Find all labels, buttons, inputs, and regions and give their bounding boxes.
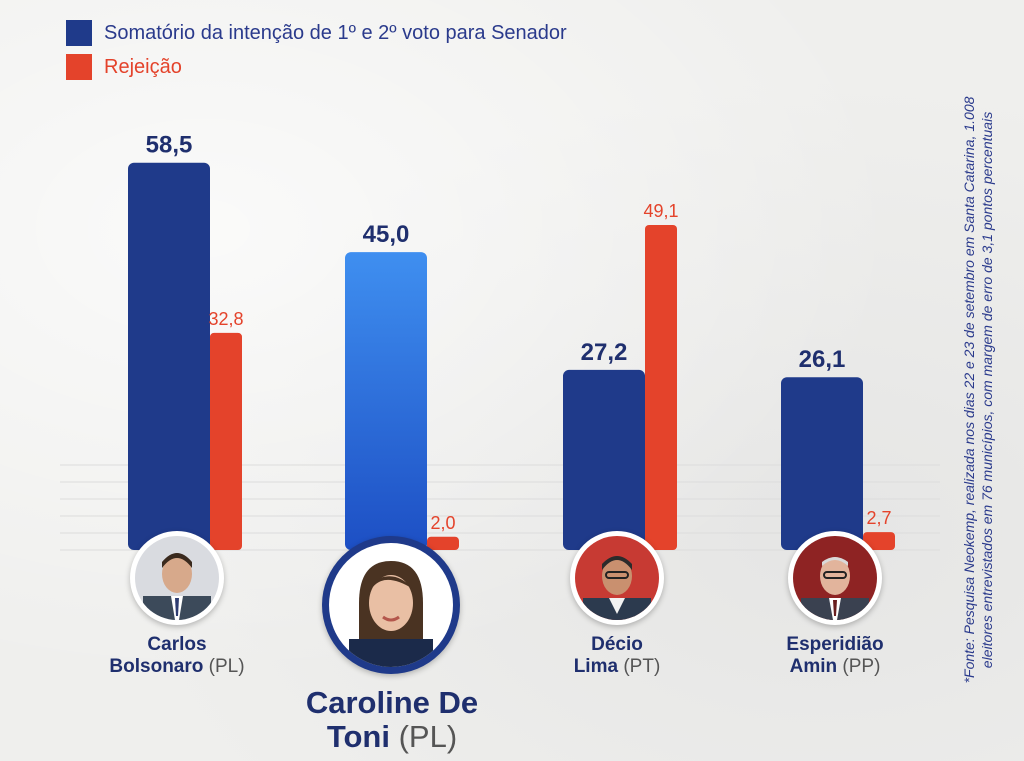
legend-item-rejection: Rejeição	[66, 50, 567, 84]
candidate-first-name: Esperidião	[786, 634, 884, 655]
candidate-first-name: Caroline De	[305, 685, 479, 720]
data-label-intention: 26,1	[799, 346, 846, 373]
source-note: *Fonte: Pesquisa Neokemp, realizada nos …	[961, 96, 995, 684]
bar-rejection	[427, 536, 459, 550]
legend: Somatório da intenção de 1º e 2º voto pa…	[66, 16, 567, 84]
candidate-first-name: Décio	[591, 634, 643, 655]
avatar-caroline-de-toni	[322, 536, 460, 674]
avatar-decio-lima	[570, 531, 664, 625]
data-label-rejection: 49,1	[643, 201, 678, 221]
avatar-carlos-bolsonaro	[130, 531, 224, 625]
candidate-party: (PP)	[842, 656, 881, 677]
candidate-name-decio-lima: Décio Lima (PT)	[546, 634, 688, 678]
legend-swatch-intention	[66, 20, 92, 46]
bar-intention	[781, 377, 863, 550]
candidate-name-caroline-de-toni: Caroline De Toni (PL)	[280, 686, 504, 754]
portrait-icon	[329, 543, 453, 667]
legend-label-intention: Somatório da intenção de 1º e 2º voto pa…	[104, 21, 567, 44]
candidate-party: (PL)	[208, 656, 245, 677]
candidate-first-name: Carlos	[147, 634, 207, 655]
bar-rejection	[645, 224, 677, 550]
bar-intention	[345, 252, 427, 550]
candidate-last-name-row: Lima (PT)	[546, 656, 688, 678]
portrait-icon	[575, 536, 659, 620]
candidate-last-name: Lima	[573, 656, 619, 677]
data-label-intention: 45,0	[363, 221, 410, 248]
legend-item-intention: Somatório da intenção de 1º e 2º voto pa…	[66, 16, 567, 50]
bar-intention	[563, 369, 645, 550]
candidate-last-name-row: Amin (PP)	[756, 656, 914, 678]
candidate-last-name: Amin	[789, 656, 838, 677]
bar-intention	[128, 162, 210, 551]
candidate-last-name-row: Bolsonaro (PL)	[96, 656, 258, 678]
candidate-last-name: Toni	[326, 719, 390, 754]
data-label-intention: 58,5	[146, 132, 193, 159]
bar-rejection	[863, 532, 895, 550]
avatar-esperidiao-amin	[788, 531, 882, 625]
candidate-party: (PT)	[623, 656, 661, 677]
portrait-icon	[135, 536, 219, 620]
data-label-intention: 27,2	[581, 339, 628, 366]
candidate-name-esperidiao-amin: Esperidião Amin (PP)	[756, 634, 914, 678]
legend-swatch-rejection	[66, 54, 92, 80]
data-label-rejection: 2,0	[430, 513, 455, 533]
portrait-icon	[793, 536, 877, 620]
candidate-last-name: Bolsonaro	[109, 656, 204, 677]
candidate-last-name-row: Toni (PL)	[280, 720, 504, 754]
bar-rejection	[210, 332, 242, 550]
data-label-rejection: 2,7	[866, 508, 891, 528]
legend-label-rejection: Rejeição	[104, 55, 182, 78]
candidate-name-carlos-bolsonaro: Carlos Bolsonaro (PL)	[96, 634, 258, 678]
data-label-rejection: 32,8	[208, 309, 243, 329]
candidate-party: (PL)	[398, 719, 458, 754]
